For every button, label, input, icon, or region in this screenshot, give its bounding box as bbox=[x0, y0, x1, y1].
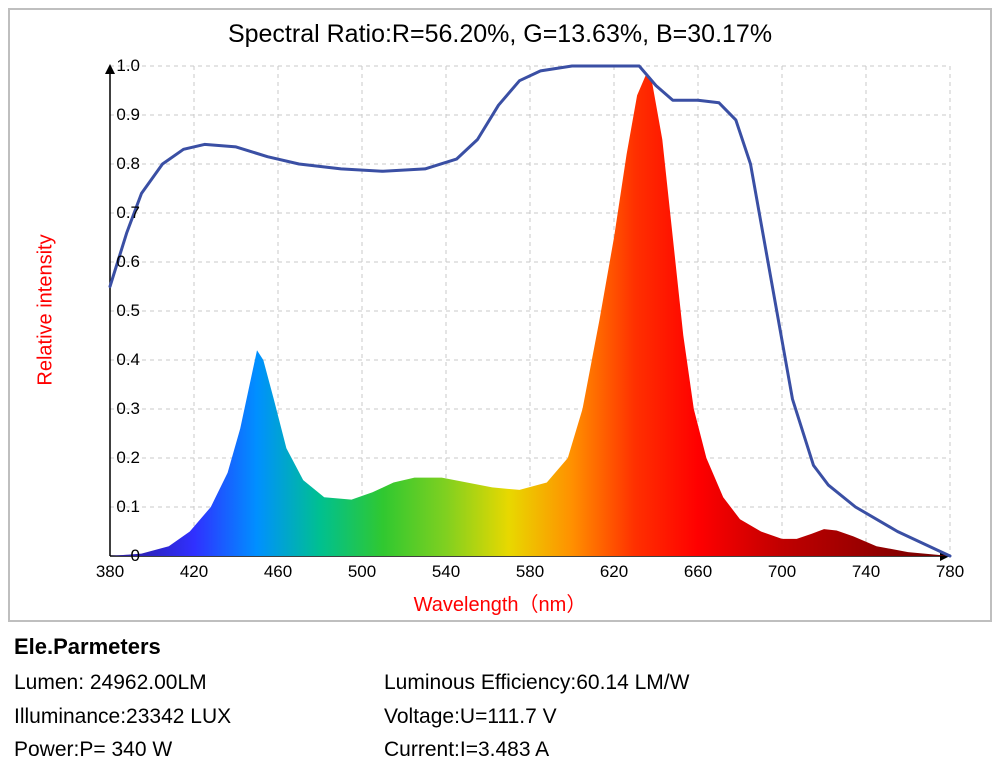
spectral-chart-container: Spectral Ratio:R=56.20%, G=13.63%, B=30.… bbox=[8, 8, 992, 622]
chart-title: Spectral Ratio:R=56.20%, G=13.63%, B=30.… bbox=[10, 20, 990, 49]
parameters-heading: Ele.Parmeters bbox=[14, 634, 986, 660]
x-tick-label: 740 bbox=[846, 562, 886, 582]
x-tick-label: 460 bbox=[258, 562, 298, 582]
y-tick-label: 0.6 bbox=[110, 252, 140, 272]
param-voltage: Voltage:U=111.7 V bbox=[384, 700, 557, 734]
x-tick-label: 620 bbox=[594, 562, 634, 582]
x-tick-label: 500 bbox=[342, 562, 382, 582]
x-tick-label: 580 bbox=[510, 562, 550, 582]
y-tick-label: 0.8 bbox=[110, 154, 140, 174]
x-tick-label: 540 bbox=[426, 562, 466, 582]
parameters-block: Ele.Parmeters Lumen: 24962.00LM Luminous… bbox=[14, 634, 986, 767]
y-tick-label: 0.7 bbox=[110, 203, 140, 223]
x-axis-title: Wavelength（nm） bbox=[10, 588, 990, 617]
param-luminous-efficiency: Luminous Efficiency:60.14 LM/W bbox=[384, 666, 689, 700]
y-axis-title: Relative intensity bbox=[35, 234, 58, 385]
y-tick-label: 0.5 bbox=[110, 301, 140, 321]
param-power: Power:P= 340 W bbox=[14, 733, 384, 767]
param-illuminance: Illuminance:23342 LUX bbox=[14, 700, 384, 734]
y-tick-label: 0 bbox=[110, 546, 140, 566]
chart-plot-area bbox=[110, 66, 950, 556]
x-tick-label: 780 bbox=[930, 562, 970, 582]
chart-curves bbox=[110, 66, 950, 556]
param-current: Current:I=3.483 A bbox=[384, 733, 549, 767]
y-tick-label: 0.4 bbox=[110, 350, 140, 370]
x-tick-label: 700 bbox=[762, 562, 802, 582]
y-tick-label: 0.3 bbox=[110, 399, 140, 419]
x-tick-label: 420 bbox=[174, 562, 214, 582]
param-lumen: Lumen: 24962.00LM bbox=[14, 666, 384, 700]
x-tick-label: 660 bbox=[678, 562, 718, 582]
y-tick-label: 1.0 bbox=[110, 56, 140, 76]
y-tick-label: 0.1 bbox=[110, 497, 140, 517]
y-tick-label: 0.9 bbox=[110, 105, 140, 125]
y-tick-label: 0.2 bbox=[110, 448, 140, 468]
